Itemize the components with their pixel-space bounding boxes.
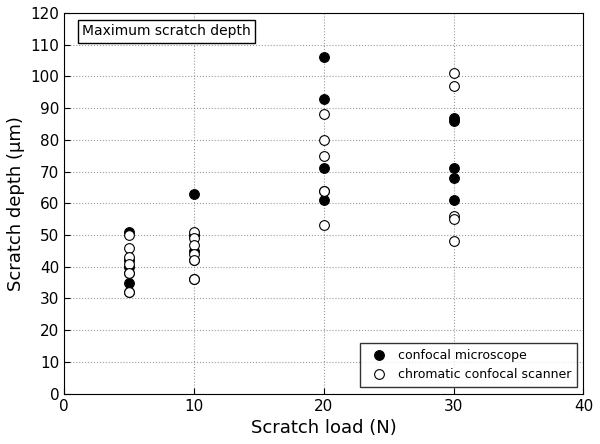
- X-axis label: Scratch load (N): Scratch load (N): [251, 419, 397, 437]
- Point: [449, 82, 458, 89]
- Point: [449, 165, 458, 172]
- Point: [124, 244, 134, 251]
- Point: [124, 270, 134, 277]
- Point: [319, 136, 329, 143]
- Point: [189, 190, 199, 197]
- Point: [319, 222, 329, 229]
- Point: [124, 270, 134, 277]
- Legend: confocal microscope, chromatic confocal scanner: confocal microscope, chromatic confocal …: [360, 343, 577, 387]
- Point: [124, 228, 134, 235]
- Point: [319, 95, 329, 102]
- Point: [124, 279, 134, 286]
- Point: [319, 197, 329, 204]
- Point: [189, 257, 199, 264]
- Point: [189, 231, 199, 238]
- Point: [319, 152, 329, 159]
- Point: [189, 234, 199, 242]
- Point: [449, 117, 458, 124]
- Point: [189, 276, 199, 283]
- Point: [189, 257, 199, 264]
- Point: [319, 165, 329, 172]
- Text: Maximum scratch depth: Maximum scratch depth: [82, 24, 251, 38]
- Point: [319, 187, 329, 194]
- Point: [319, 111, 329, 118]
- Point: [449, 197, 458, 204]
- Point: [449, 216, 458, 223]
- Point: [189, 247, 199, 254]
- Point: [319, 187, 329, 194]
- Point: [124, 289, 134, 296]
- Point: [124, 254, 134, 261]
- Point: [124, 257, 134, 264]
- Point: [449, 114, 458, 121]
- Y-axis label: Scratch depth (μm): Scratch depth (μm): [7, 116, 25, 291]
- Point: [124, 289, 134, 296]
- Point: [124, 260, 134, 267]
- Point: [319, 54, 329, 61]
- Point: [449, 238, 458, 245]
- Point: [449, 70, 458, 77]
- Point: [124, 263, 134, 270]
- Point: [189, 241, 199, 248]
- Point: [449, 174, 458, 182]
- Point: [189, 250, 199, 258]
- Point: [449, 212, 458, 219]
- Point: [189, 276, 199, 283]
- Point: [124, 231, 134, 238]
- Point: [189, 228, 199, 235]
